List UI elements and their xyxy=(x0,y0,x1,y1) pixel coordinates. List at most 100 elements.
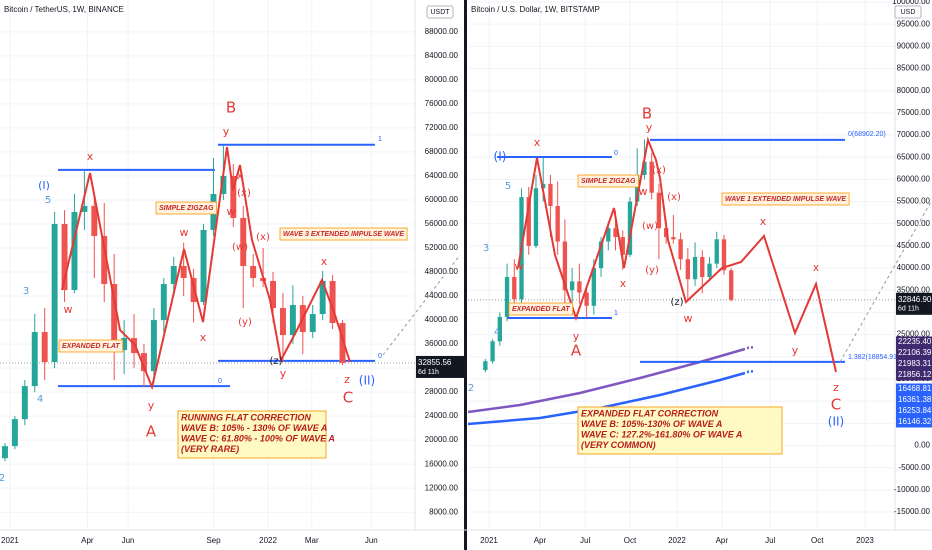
last-price-label: 32855.56 xyxy=(418,358,452,367)
currency-label: USD xyxy=(901,9,916,16)
indicator-badge-label: 22235.40 xyxy=(898,337,932,346)
wave-label: 2 xyxy=(0,473,5,484)
y-tick-label: 36000.00 xyxy=(425,339,459,348)
y-tick-label: 28000.00 xyxy=(425,387,459,396)
y-tick-label: 44000.00 xyxy=(425,291,459,300)
wave-label: (x) xyxy=(652,165,666,176)
note-line: WAVE B: 105%-130% OF WAVE A xyxy=(581,419,722,429)
candle-body xyxy=(200,229,207,303)
candle-body xyxy=(160,284,167,321)
candle-body xyxy=(170,266,177,285)
candle-body xyxy=(329,281,336,324)
wave-label: (II) xyxy=(828,415,844,429)
wave-label: (w) xyxy=(642,221,658,232)
wave-label: y xyxy=(573,330,580,343)
y-tick-label: 16000.00 xyxy=(425,459,459,468)
candle-body xyxy=(81,205,88,212)
candle-body xyxy=(31,332,38,387)
candle-body xyxy=(339,323,346,363)
x-tick-label: 2022 xyxy=(668,536,686,545)
indicator-badge xyxy=(896,405,932,417)
candle-body xyxy=(309,314,316,333)
x-tick-label: 2021 xyxy=(1,536,19,545)
candle-body xyxy=(577,281,582,293)
y-tick-label: 75000.00 xyxy=(897,108,931,117)
indicator-badge xyxy=(896,383,932,395)
y-tick-label: 65000.00 xyxy=(897,152,931,161)
tag-text: EXPANDED FLAT xyxy=(512,306,570,313)
candle-body xyxy=(490,341,495,362)
candle-body xyxy=(150,320,157,372)
y-tick-label: 84000.00 xyxy=(425,51,459,60)
candle-body xyxy=(526,197,531,246)
tag-box xyxy=(508,302,574,316)
wave-label: (x) xyxy=(667,192,681,203)
y-tick-label: -5000.00 xyxy=(898,463,930,472)
wave-label: y xyxy=(792,344,799,357)
wave-label: x xyxy=(321,255,328,268)
candle-body xyxy=(180,266,187,279)
candle-body xyxy=(41,332,48,363)
y-tick-label: 70000.00 xyxy=(897,130,931,139)
wave-label: 4 xyxy=(37,394,43,405)
x-tick-label: Jun xyxy=(122,536,135,545)
indicator-badge xyxy=(896,416,932,428)
wave-label: w xyxy=(515,260,524,273)
candle-body xyxy=(111,284,118,351)
wave-drawing xyxy=(517,136,837,373)
x-tick-label: Jul xyxy=(580,536,590,545)
wave-label: 4 xyxy=(494,327,500,338)
x-tick-label: Jun xyxy=(365,536,378,545)
y-tick-label: 48000.00 xyxy=(425,267,459,276)
candle-body xyxy=(279,308,286,336)
indicator-badge xyxy=(896,358,932,370)
wave-label: B xyxy=(226,99,236,117)
wave-label: (II) xyxy=(359,374,375,388)
wave-label: w xyxy=(639,185,648,198)
candle-body xyxy=(250,266,257,279)
plot xyxy=(0,0,415,530)
y-tick-label: 72000.00 xyxy=(425,123,459,132)
candle-body xyxy=(319,281,326,315)
chart-title: Bitcoin / TetherUS, 1W, BINANCE xyxy=(4,5,124,14)
candle-body xyxy=(692,257,698,280)
candle-body xyxy=(649,161,654,193)
candle-body xyxy=(707,263,712,277)
moving-average-dots xyxy=(746,369,756,374)
tag-box xyxy=(279,227,408,241)
candle-body xyxy=(584,292,589,306)
fib-level-label: 0 xyxy=(378,353,382,360)
tag-text: WAVE 3 EXTENDED IMPULSE WAVE xyxy=(283,231,404,238)
fib-level-label: 1 xyxy=(378,136,382,143)
candle-body xyxy=(620,237,625,255)
wave-label: 3 xyxy=(483,243,489,254)
candle-body xyxy=(220,175,227,194)
indicator-badge-label: 22106.39 xyxy=(898,348,932,357)
wave-label: 2 xyxy=(468,383,474,394)
note-line: EXPANDED FLAT CORRECTION xyxy=(581,408,719,418)
candle-body xyxy=(140,353,147,372)
candle-body xyxy=(729,270,734,300)
wave-label: (z) xyxy=(269,356,282,367)
candle-body xyxy=(606,228,611,242)
y-tick-label: 45000.00 xyxy=(897,241,931,250)
candle-body xyxy=(240,217,247,267)
wave-label: x xyxy=(813,261,820,274)
wave-label: y xyxy=(148,399,155,412)
last-price-label: 32846.90 xyxy=(898,295,932,304)
note-box xyxy=(177,410,327,459)
indicator-badge-label: 21983.31 xyxy=(898,359,932,368)
y-tick-label: 80000.00 xyxy=(897,86,931,95)
wave-label: C xyxy=(831,396,841,414)
candle-body xyxy=(289,305,296,336)
wave-label: x xyxy=(620,277,627,290)
x-tick-label: Sep xyxy=(206,536,221,545)
candle-body xyxy=(569,281,575,291)
tag-box xyxy=(577,174,639,188)
candle-body xyxy=(562,241,568,291)
wave-label: (x) xyxy=(237,188,251,199)
candle-body xyxy=(548,183,553,207)
wave-label: w xyxy=(684,312,693,325)
wave-label: z xyxy=(344,373,350,386)
y-tick-label: 20000.00 xyxy=(425,435,459,444)
